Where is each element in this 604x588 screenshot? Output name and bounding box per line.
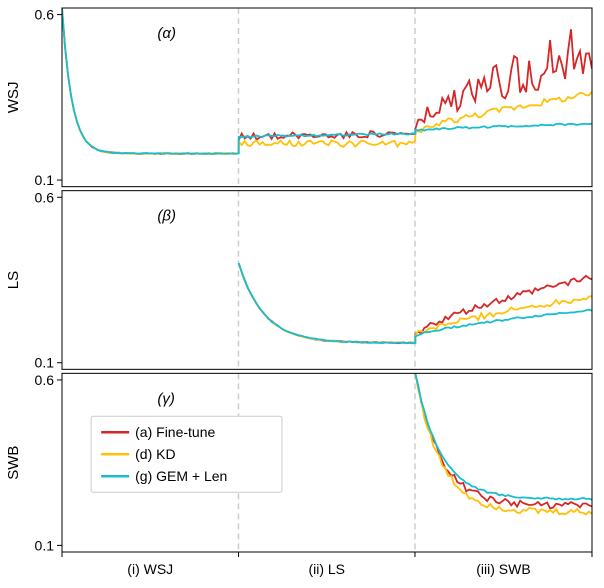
panel-annot: (β) (157, 208, 176, 225)
ytick-label: 0.1 (35, 355, 55, 371)
ylabel: SWB (5, 446, 22, 480)
legend: (a) Fine-tune (d) KD (g) GEM + Len (91, 416, 282, 492)
region-label: (iii) SWB (476, 561, 530, 577)
series-d (415, 373, 592, 514)
series-a (415, 374, 592, 509)
panel-annot: (γ) (157, 390, 175, 407)
panel-annot: (α) (157, 25, 176, 42)
ytick-label: 0.6 (35, 189, 55, 205)
ytick-label: 0.1 (35, 172, 55, 188)
panel-1: 0.1 0.6 LS (β) (5, 189, 592, 370)
ylabel: LS (5, 271, 22, 289)
ylabel: WSJ (5, 81, 22, 113)
region-label: (i) WSJ (127, 561, 173, 577)
ytick-label: 0.1 (35, 537, 55, 553)
series-g (62, 8, 592, 154)
legend-label: (d) KD (135, 446, 175, 462)
legend-label: (a) Fine-tune (135, 424, 215, 440)
series-g (415, 373, 592, 500)
ytick-label: 0.6 (35, 7, 55, 23)
series-a (62, 8, 592, 154)
ytick-label: 0.6 (35, 372, 55, 388)
panel-0: 0.1 0.6 WSJ (α) (5, 7, 592, 188)
chart-figure: 0.10.6WSJ(α)0.10.6LS(β)0.10.6SWB(γ)(i) W… (0, 0, 604, 588)
legend-label: (g) GEM + Len (135, 468, 227, 484)
panel-frame (62, 8, 592, 187)
panel-frame (62, 191, 592, 370)
region-label: (ii) LS (308, 561, 345, 577)
series-d (62, 8, 592, 154)
